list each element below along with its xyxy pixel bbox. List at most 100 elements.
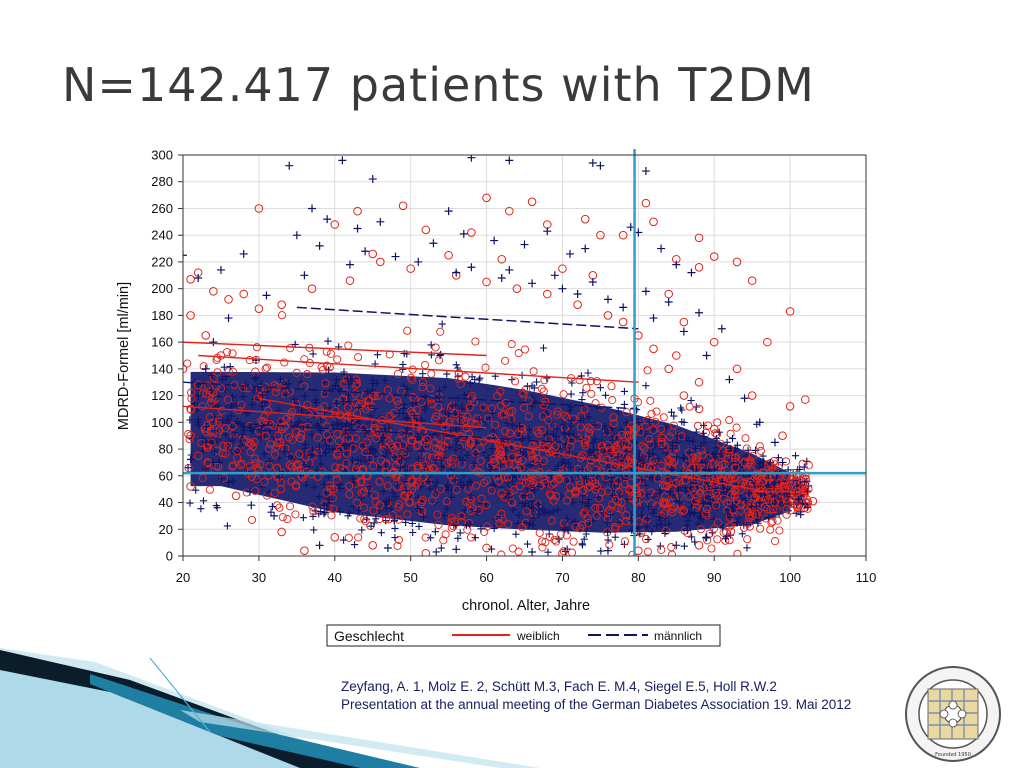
point-maennlich — [764, 481, 772, 489]
point-maennlich — [582, 530, 590, 538]
point-weiblich — [775, 526, 784, 535]
point-weiblich — [800, 395, 810, 404]
point-maennlich — [753, 513, 761, 521]
trend-maennlich — [296, 306, 639, 330]
point-maennlich — [463, 451, 471, 459]
point-maennlich — [224, 437, 232, 445]
point-weiblich — [349, 444, 358, 453]
point-maennlich — [582, 475, 590, 483]
point-weiblich — [766, 525, 775, 534]
point-weiblich — [476, 444, 485, 453]
point-weiblich — [621, 439, 630, 448]
point-weiblich — [313, 433, 322, 442]
point-maennlich — [531, 486, 539, 495]
point-maennlich — [635, 524, 643, 532]
point-maennlich — [563, 515, 571, 523]
point-maennlich — [797, 511, 805, 519]
point-maennlich — [427, 534, 435, 542]
point-weiblich — [407, 476, 417, 485]
point-weiblich — [403, 326, 412, 335]
point-maennlich — [659, 444, 667, 452]
point-weiblich — [326, 349, 335, 358]
point-weiblich — [432, 444, 441, 453]
point-weiblich — [558, 549, 567, 556]
point-maennlich — [687, 268, 696, 277]
point-maennlich — [427, 341, 435, 349]
point-maennlich — [571, 517, 579, 526]
point-maennlich — [508, 421, 516, 429]
point-weiblich — [528, 455, 537, 464]
point-weiblich — [620, 479, 629, 489]
point-maennlich — [458, 403, 466, 411]
point-maennlich — [451, 476, 459, 484]
point-weiblich — [406, 264, 415, 273]
point-maennlich — [578, 396, 586, 404]
point-maennlich — [309, 350, 317, 358]
point-maennlich — [596, 384, 604, 392]
point-weiblich — [201, 331, 211, 340]
point-maennlich — [452, 446, 460, 454]
point-maennlich — [700, 433, 708, 441]
point-maennlich — [744, 446, 752, 454]
point-weiblich — [430, 415, 440, 424]
point-maennlich — [662, 423, 670, 431]
point-weiblich — [763, 337, 772, 347]
point-maennlich — [239, 249, 248, 258]
point-weiblich — [640, 443, 649, 452]
point-maennlich — [437, 463, 446, 471]
point-maennlich — [457, 445, 465, 453]
point-weiblich — [662, 526, 671, 535]
point-weiblich — [670, 457, 679, 466]
point-weiblich — [245, 438, 254, 447]
point-maennlich — [217, 475, 226, 483]
point-weiblich — [300, 355, 309, 364]
association-seal-logo: Founded 1950 — [905, 666, 1001, 762]
point-weiblich — [611, 495, 620, 504]
point-maennlich — [528, 547, 537, 556]
point-weiblich — [603, 311, 613, 320]
point-maennlich — [754, 519, 762, 527]
point-weiblich — [578, 451, 587, 460]
point-maennlich — [557, 492, 565, 500]
point-maennlich — [193, 404, 202, 412]
point-maennlich — [310, 483, 318, 491]
point-maennlich — [800, 463, 808, 471]
point-maennlich — [505, 156, 514, 165]
point-maennlich — [603, 518, 611, 526]
point-maennlich — [641, 430, 649, 438]
point-maennlich — [561, 431, 569, 439]
point-maennlich — [220, 363, 228, 371]
point-maennlich — [558, 284, 567, 293]
point-maennlich — [285, 161, 294, 170]
point-maennlich — [558, 458, 566, 466]
point-weiblich — [622, 470, 631, 479]
point-weiblich — [691, 497, 700, 506]
point-maennlich — [305, 462, 313, 470]
point-weiblich — [277, 300, 286, 310]
point-weiblich — [646, 440, 655, 449]
point-maennlich — [455, 411, 463, 419]
point-maennlich — [489, 482, 497, 490]
point-weiblich — [779, 479, 789, 488]
point-weiblich — [641, 422, 650, 431]
point-weiblich — [277, 417, 286, 426]
point-weiblich — [579, 509, 588, 518]
point-weiblich — [381, 515, 390, 524]
point-weiblich — [563, 413, 572, 422]
point-maennlich — [199, 497, 208, 505]
point-weiblich — [549, 496, 558, 505]
point-weiblich — [562, 476, 571, 485]
point-weiblich — [596, 230, 605, 240]
point-maennlich — [267, 508, 275, 516]
point-maennlich — [657, 244, 666, 253]
point-maennlich — [325, 404, 333, 412]
trend-weiblich — [258, 397, 768, 493]
point-maennlich — [260, 450, 268, 458]
point-maennlich — [441, 383, 449, 391]
point-weiblich — [251, 367, 260, 376]
point-maennlich — [706, 496, 715, 504]
point-maennlich — [341, 442, 349, 450]
point-maennlich — [247, 501, 256, 510]
point-maennlich — [636, 530, 644, 538]
point-weiblich — [782, 497, 791, 507]
